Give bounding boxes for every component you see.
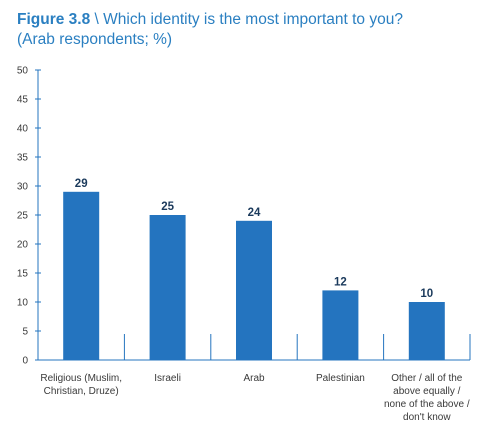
chart-title: Figure 3.8 \ Which identity is the most … — [17, 10, 487, 30]
data-label: 24 — [248, 207, 261, 219]
y-tick-label: 10 — [17, 298, 29, 309]
title-text: \ Which identity is the most important t… — [94, 11, 403, 28]
category-label-line: none of the above / — [384, 399, 470, 410]
bar — [149, 215, 186, 360]
bar — [63, 191, 100, 360]
category-label: Religious (Muslim, Christian, Druze) — [40, 373, 122, 397]
category-label-line: Israeli — [154, 373, 181, 384]
category-label-line: Other / all of the — [391, 373, 463, 384]
data-label: 10 — [420, 288, 433, 300]
y-tick-label: 35 — [17, 153, 29, 164]
y-tick-label: 5 — [22, 327, 28, 338]
category-label-line: Arab — [243, 373, 265, 384]
category-label: Arab — [243, 373, 265, 384]
category-label: Israeli — [154, 373, 181, 384]
y-tick-label: 30 — [17, 182, 29, 193]
y-tick-label: 25 — [17, 211, 29, 222]
category-label-line: Religious (Muslim, — [40, 373, 122, 384]
category-label-line: Christian, Druze) — [44, 386, 119, 397]
y-tick-label: 15 — [17, 269, 29, 280]
chart-subtitle: (Arab respondents; %) — [17, 31, 173, 48]
y-tick-label: 50 — [17, 66, 29, 77]
data-label: 25 — [161, 201, 174, 213]
y-tick-label: 0 — [22, 356, 28, 367]
chart-title-block: Figure 3.8 \ Which identity is the most … — [17, 10, 487, 50]
data-label: 12 — [334, 276, 347, 288]
category-label-line: don't know — [403, 412, 451, 423]
category-label: Other / all of the above equally / none of… — [384, 373, 470, 423]
bar — [322, 290, 359, 360]
y-tick-label: 40 — [17, 124, 29, 135]
category-label: Palestinian — [316, 373, 365, 384]
category-label-line: above equally / — [393, 386, 460, 397]
bar — [236, 220, 272, 360]
figure-label: Figure 3.8 — [17, 11, 91, 28]
y-tick-label: 20 — [17, 240, 29, 251]
category-label-line: Palestinian — [316, 373, 365, 384]
y-tick-label: 45 — [17, 95, 29, 106]
data-label: 29 — [75, 178, 88, 190]
bar — [408, 302, 445, 360]
